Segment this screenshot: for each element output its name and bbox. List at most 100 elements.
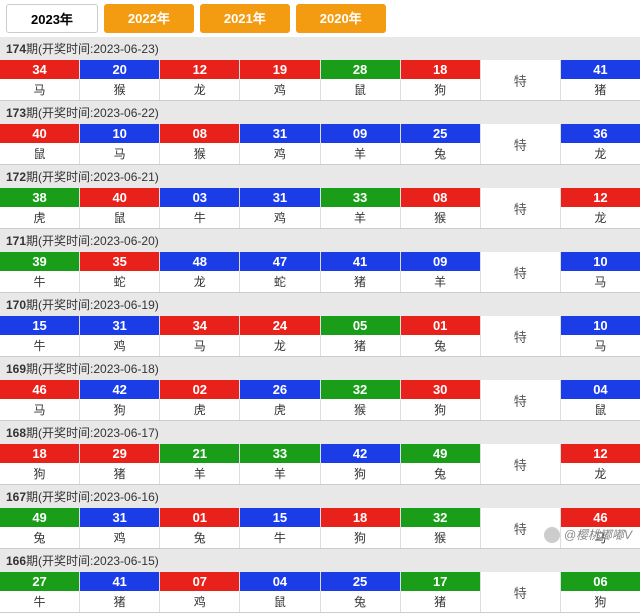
ball-number: 25 [401,124,480,143]
ball-zodiac: 狗 [321,527,400,548]
year-tab-0[interactable]: 2023年 [6,4,98,33]
ball-cell: 18狗 [0,444,80,484]
ball-cell: 29猪 [80,444,160,484]
ball-zodiac: 狗 [80,399,159,420]
special-ball-cell: 10马 [561,316,640,356]
special-number: 46 [561,508,640,527]
period-168: 168期(开奖时间:2023-06-17)18狗29猪21羊33羊42狗49兔特… [0,421,640,485]
ball-number: 19 [240,60,319,79]
ball-cell: 32猴 [321,380,401,420]
ball-zodiac: 鼠 [80,207,159,228]
period-174: 174期(开奖时间:2023-06-23)34马20猴12龙19鸡28鼠18狗特… [0,37,640,101]
special-ball-cell: 41猪 [561,60,640,100]
year-tab-2[interactable]: 2021年 [200,4,290,33]
special-label: 特 [481,188,561,228]
special-label: 特 [481,444,561,484]
ball-cell: 09羊 [321,124,401,164]
ball-zodiac: 狗 [0,463,79,484]
ball-number: 31 [240,188,319,207]
ball-number: 38 [0,188,79,207]
ball-zodiac: 鸡 [80,527,159,548]
ball-zodiac: 虎 [0,207,79,228]
ball-number: 49 [401,444,480,463]
ball-row: 27牛41猪07鸡04鼠25兔17猪特06狗 [0,572,640,612]
ball-cell: 02虎 [160,380,240,420]
special-zodiac: 龙 [561,463,640,484]
year-tab-3[interactable]: 2020年 [296,4,386,33]
ball-number: 34 [0,60,79,79]
period-header: 170期(开奖时间:2023-06-19) [0,293,640,316]
ball-cell: 18狗 [401,60,481,100]
ball-zodiac: 鸡 [240,207,319,228]
ball-number: 31 [240,124,319,143]
ball-cell: 30狗 [401,380,481,420]
ball-number: 34 [160,316,239,335]
ball-cell: 40鼠 [0,124,80,164]
ball-zodiac: 猪 [80,463,159,484]
special-zodiac: 马 [561,271,640,292]
ball-cell: 26虎 [240,380,320,420]
ball-number: 42 [80,380,159,399]
special-number: 36 [561,124,640,143]
ball-zodiac: 猴 [160,143,239,164]
year-tab-1[interactable]: 2022年 [104,4,194,33]
ball-number: 07 [160,572,239,591]
ball-cell: 07鸡 [160,572,240,612]
special-label: 特 [481,124,561,164]
ball-number: 32 [401,508,480,527]
special-number: 10 [561,252,640,271]
ball-zodiac: 猴 [321,399,400,420]
ball-zodiac: 兔 [401,463,480,484]
ball-zodiac: 蛇 [80,271,159,292]
ball-zodiac: 兔 [321,591,400,612]
ball-cell: 31鸡 [240,188,320,228]
ball-number: 15 [0,316,79,335]
special-ball-cell: 36龙 [561,124,640,164]
ball-zodiac: 兔 [160,527,239,548]
special-ball-cell: 04鼠 [561,380,640,420]
ball-zodiac: 鸡 [240,79,319,100]
ball-number: 42 [321,444,400,463]
period-header: 167期(开奖时间:2023-06-16) [0,485,640,508]
special-number: 04 [561,380,640,399]
period-171: 171期(开奖时间:2023-06-20)39牛35蛇48龙47蛇41猪09羊特… [0,229,640,293]
ball-row: 39牛35蛇48龙47蛇41猪09羊特10马 [0,252,640,292]
ball-zodiac: 狗 [401,399,480,420]
special-number: 41 [561,60,640,79]
ball-number: 26 [240,380,319,399]
ball-cell: 32猴 [401,508,481,548]
ball-zodiac: 龙 [160,271,239,292]
special-number: 10 [561,316,640,335]
ball-number: 49 [0,508,79,527]
ball-zodiac: 猴 [401,207,480,228]
ball-zodiac: 马 [0,79,79,100]
ball-zodiac: 牛 [0,335,79,356]
period-173: 173期(开奖时间:2023-06-22)40鼠10马08猴31鸡09羊25兔特… [0,101,640,165]
ball-zodiac: 狗 [401,79,480,100]
period-header: 172期(开奖时间:2023-06-21) [0,165,640,188]
ball-cell: 40鼠 [80,188,160,228]
ball-number: 30 [401,380,480,399]
ball-number: 09 [321,124,400,143]
ball-zodiac: 鼠 [321,79,400,100]
ball-cell: 03牛 [160,188,240,228]
special-zodiac: 龙 [561,207,640,228]
ball-cell: 08猴 [401,188,481,228]
ball-cell: 48龙 [160,252,240,292]
ball-zodiac: 羊 [401,271,480,292]
ball-number: 08 [160,124,239,143]
ball-cell: 01兔 [401,316,481,356]
ball-cell: 15牛 [0,316,80,356]
ball-number: 31 [80,316,159,335]
ball-number: 32 [321,380,400,399]
ball-zodiac: 羊 [321,143,400,164]
period-header: 166期(开奖时间:2023-06-15) [0,549,640,572]
ball-zodiac: 猪 [321,271,400,292]
ball-cell: 41猪 [321,252,401,292]
ball-number: 31 [80,508,159,527]
ball-cell: 27牛 [0,572,80,612]
special-label: 特 [481,60,561,100]
ball-number: 46 [0,380,79,399]
ball-number: 28 [321,60,400,79]
ball-zodiac: 猴 [401,527,480,548]
